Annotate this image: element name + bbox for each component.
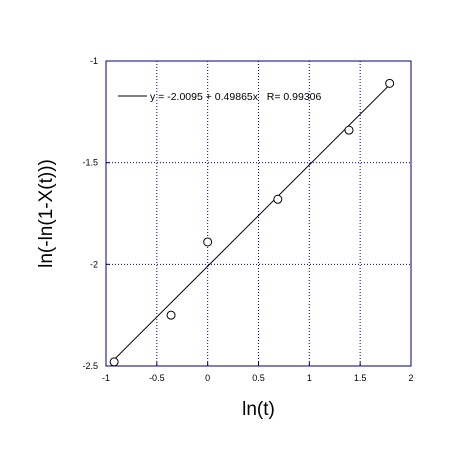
fit-line — [110, 85, 389, 363]
fit-line-group — [110, 85, 389, 363]
x-tick-label: 1.5 — [354, 373, 367, 383]
data-point — [109, 357, 119, 367]
x-tick-label: -1 — [102, 373, 110, 383]
y-tick-label: -1 — [90, 56, 98, 66]
y-tick-label: -1.5 — [82, 158, 98, 168]
data-point — [203, 237, 213, 247]
x-axis-label: ln(t) — [242, 399, 275, 420]
x-tick-label: 0 — [205, 373, 210, 383]
x-tick-label: 0.5 — [252, 373, 265, 383]
data-point — [166, 310, 176, 320]
y-axis-label: ln(-ln(1-X(t))) — [36, 159, 57, 268]
legend: y = -2.0095 + 0.49865x R= 0.99306 — [118, 91, 321, 103]
x-tick-label: 2 — [408, 373, 413, 383]
data-points — [109, 78, 395, 367]
y-tick-label: -2.5 — [82, 361, 98, 371]
data-point — [344, 125, 354, 135]
data-point — [273, 194, 283, 204]
x-axis-ticks: -1 -0.5 0 0.5 1 1.5 2 — [102, 362, 414, 383]
data-point — [385, 78, 395, 88]
y-axis-ticks: -1 -1.5 -2 -2.5 — [82, 56, 110, 371]
legend-text: y = -2.0095 + 0.49865x R= 0.99306 — [150, 91, 321, 103]
grid — [106, 61, 411, 366]
x-tick-label: 1 — [307, 373, 312, 383]
x-tick-label: -0.5 — [149, 373, 165, 383]
y-tick-label: -2 — [90, 259, 98, 269]
